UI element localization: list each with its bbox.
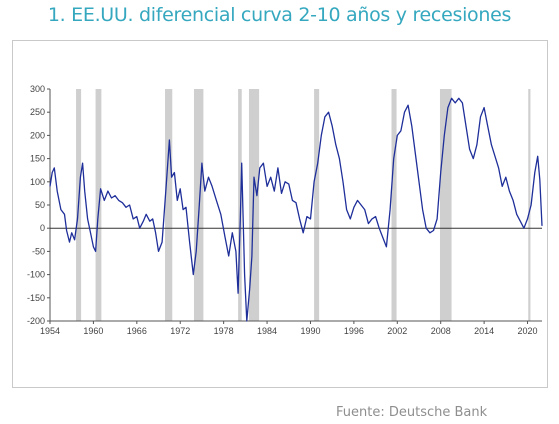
recession-band-5 — [248, 89, 260, 321]
series — [49, 97, 543, 322]
x-tick-label: 1960 — [83, 326, 103, 336]
recession-band-4 — [238, 89, 242, 321]
x-tick-label: 1966 — [127, 326, 147, 336]
source-note: Fuente: Deutsche Bank — [336, 405, 488, 420]
y-tick-label: 300 — [30, 84, 45, 94]
x-tick-label: 1954 — [40, 326, 60, 336]
x-tick-label: 1972 — [170, 326, 190, 336]
x-tick-labels: 1954 1960 1966 1972 1978 1984 1990 1996 2002 2008… — [40, 326, 538, 336]
series-line-0 — [49, 97, 543, 322]
recession-band-2 — [165, 89, 173, 321]
x-tick-label: 1996 — [344, 326, 364, 336]
y-tick-label: 250 — [30, 107, 45, 117]
y-tick-label: 0 — [40, 223, 45, 233]
y-tick-label: 200 — [30, 130, 45, 140]
x-tick-label: 2008 — [431, 326, 451, 336]
y-tick-label: -100 — [27, 270, 45, 280]
y-tick-label: 100 — [30, 177, 45, 187]
x-tick-label: 2002 — [387, 326, 407, 336]
y-tick-labels: 300 250 200 150 100 50 0 -50 -100 -150 -200 — [27, 84, 45, 326]
y-tick-label: 150 — [30, 154, 45, 164]
x-tick-label: 1978 — [214, 326, 234, 336]
y-tick-label: -150 — [27, 293, 45, 303]
recession-band-8 — [439, 89, 452, 321]
recession-bands — [76, 89, 531, 321]
x-tick-label: 1984 — [257, 326, 277, 336]
chart-frame: 300 250 200 150 100 50 0 -50 -100 -150 -200 1954 19… — [12, 40, 548, 388]
x-tick-label: 1990 — [300, 326, 320, 336]
recession-band-7 — [391, 89, 397, 321]
chart-title: 1. EE.UU. diferencial curva 2-10 años y … — [47, 4, 512, 26]
y-tick-label: -50 — [32, 246, 45, 256]
axes — [47, 88, 542, 324]
recession-band-9 — [528, 89, 531, 321]
recession-band-6 — [314, 89, 320, 321]
y-tick-label: 50 — [35, 200, 45, 210]
x-tick-label: 2020 — [518, 326, 538, 336]
x-tick-label: 2014 — [474, 326, 494, 336]
y-tick-label: -200 — [27, 316, 45, 326]
